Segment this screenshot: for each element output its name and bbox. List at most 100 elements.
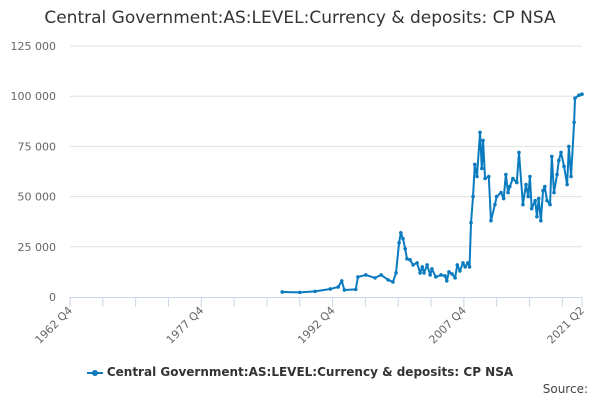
data-point	[524, 182, 528, 187]
data-point	[506, 190, 510, 195]
data-point	[472, 162, 477, 167]
data-point	[562, 164, 566, 169]
legend-line-marker-icon	[86, 369, 103, 376]
y-tick-label: 25 000	[18, 241, 57, 254]
data-point	[465, 261, 470, 265]
data-point	[565, 182, 569, 187]
data-point	[339, 279, 344, 283]
data-point	[386, 278, 390, 282]
data-point	[555, 172, 559, 177]
data-point	[479, 166, 484, 171]
data-point	[356, 275, 360, 279]
data-point	[569, 174, 573, 179]
data-point	[428, 273, 432, 277]
data-point	[458, 269, 462, 273]
data-point	[434, 275, 438, 279]
data-point	[418, 271, 422, 275]
x-tick-label: 1977 Q4	[164, 304, 207, 347]
chart-title: Central Government:AS:LEVEL:Currency & d…	[44, 8, 556, 28]
data-point	[280, 290, 285, 294]
data-point	[504, 172, 508, 177]
data-point	[548, 202, 552, 207]
data-point	[450, 272, 454, 276]
x-tick-label: 1962 Q4	[33, 304, 76, 347]
data-point	[494, 194, 499, 199]
data-point	[541, 188, 545, 193]
x-tick-label: 1992 Q4	[295, 304, 338, 347]
data-point	[514, 180, 519, 185]
data-point	[403, 247, 408, 251]
y-tick-label: 0	[49, 291, 56, 304]
y-tick-label: 75 000	[18, 140, 57, 153]
data-point	[521, 202, 525, 207]
data-point	[328, 287, 333, 291]
data-point	[422, 271, 426, 275]
data-point	[526, 194, 530, 199]
data-point	[455, 263, 460, 267]
data-point	[536, 196, 541, 201]
data-point	[550, 154, 554, 159]
y-tick-label: 50 000	[18, 191, 57, 204]
data-point	[394, 271, 398, 275]
data-point	[471, 194, 475, 199]
x-tick-label: 2007 Q4	[426, 304, 469, 347]
y-tick-label: 100 000	[11, 90, 57, 103]
data-point	[336, 285, 341, 289]
data-point	[499, 190, 503, 195]
data-point	[411, 263, 415, 267]
data-point	[467, 265, 472, 269]
legend-item[interactable]: Central Government:AS:LEVEL:Currency & d…	[0, 365, 600, 379]
data-point	[397, 240, 401, 245]
data-point	[529, 206, 534, 211]
data-point	[475, 174, 479, 179]
data-point	[391, 280, 395, 284]
data-point	[297, 290, 302, 295]
data-point	[517, 150, 521, 155]
data-point	[567, 144, 571, 149]
data-point	[415, 261, 419, 265]
data-point	[461, 261, 465, 265]
data-point	[507, 184, 512, 189]
data-point	[420, 265, 425, 269]
data-point	[373, 276, 377, 280]
data-point	[501, 196, 506, 201]
source-label: Source:	[542, 382, 588, 396]
data-point	[478, 130, 482, 135]
data-point	[364, 273, 368, 277]
data-point	[444, 279, 449, 283]
data-point	[533, 198, 537, 203]
data-point	[577, 93, 581, 97]
data-point	[580, 92, 584, 96]
data-point	[353, 287, 358, 292]
data-point	[405, 257, 409, 261]
x-tick-label: 2021 Q2	[545, 304, 588, 347]
data-point	[439, 273, 443, 277]
data-point	[425, 263, 429, 267]
data-point	[469, 220, 473, 225]
data-point	[528, 174, 532, 179]
data-point	[399, 230, 403, 235]
data-point	[493, 202, 497, 207]
data-point	[401, 236, 405, 241]
legend-label: Central Government:AS:LEVEL:Currency & d…	[106, 365, 514, 379]
data-point	[557, 158, 561, 163]
data-point	[543, 184, 547, 189]
data-point	[379, 273, 383, 277]
series-line	[282, 93, 583, 294]
data-point	[535, 214, 539, 219]
data-point	[483, 176, 487, 181]
data-point	[572, 120, 576, 125]
data-point	[489, 218, 493, 223]
data-point	[559, 150, 563, 155]
data-point	[486, 174, 491, 179]
data-point	[552, 190, 556, 195]
data-point	[342, 288, 347, 292]
data-point	[430, 267, 434, 271]
data-point	[313, 289, 317, 294]
data-point	[511, 176, 515, 181]
data-point	[447, 270, 451, 274]
data-point	[545, 198, 549, 203]
data-point	[463, 265, 467, 269]
data-point	[573, 96, 577, 101]
